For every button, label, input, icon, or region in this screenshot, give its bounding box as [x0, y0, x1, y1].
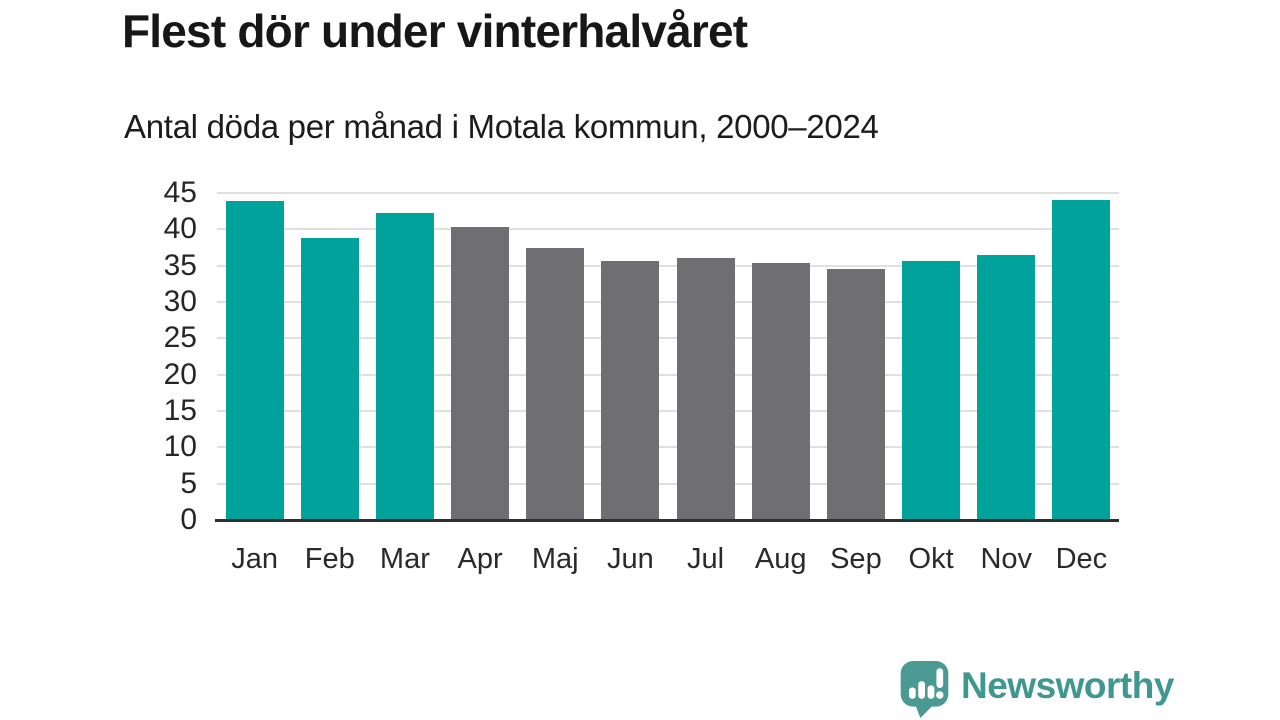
x-tick-label-maj: Maj: [531, 543, 579, 575]
x-tick-label-jan: Jan: [231, 543, 278, 575]
y-tick-label-0: 0: [180, 503, 197, 536]
chart-title: Flest dör under vinterhalvåret: [122, 5, 748, 57]
y-axis-labels: 0 5 10 15 20 25 30 35 40 45: [0, 176, 197, 536]
y-tick-label-35: 35: [163, 248, 197, 282]
y-tick-label-15: 15: [163, 394, 197, 427]
y-tick-label-20: 20: [163, 357, 197, 391]
chart-subtitle: Antal döda per månad i Motala kommun, 20…: [124, 108, 879, 145]
gridline-30: [217, 301, 1119, 303]
y-tick-label-30: 30: [163, 285, 197, 318]
x-tick-label-apr: Apr: [457, 543, 503, 575]
y-tick-label-25: 25: [163, 321, 197, 355]
y-tick-label-45: 45: [163, 176, 197, 209]
x-tick-label-jul: Jul: [687, 543, 725, 575]
gridline-15: [217, 410, 1119, 412]
bar-apr: [451, 227, 510, 520]
bar-sep: [826, 269, 885, 520]
gridline-10: [217, 446, 1119, 449]
bar-jun: [601, 261, 660, 520]
gridline-20: [217, 373, 1119, 376]
bar-jul: [676, 258, 735, 520]
y-tick-label-10: 10: [163, 430, 197, 464]
gridline-40: [217, 228, 1119, 231]
bar-nov: [977, 254, 1036, 520]
x-tick-label-okt: Okt: [908, 543, 954, 575]
gridline-5: [217, 482, 1119, 485]
bar-jan: [225, 201, 284, 520]
x-axis-line: [215, 519, 1119, 522]
x-tick-label-nov: Nov: [980, 543, 1033, 575]
x-tick-label-jun: Jun: [607, 543, 654, 575]
bar-aug: [751, 262, 810, 520]
x-tick-label-sep: Sep: [830, 543, 882, 575]
gridline-45: [217, 192, 1119, 194]
y-tick-label-40: 40: [163, 212, 197, 246]
x-axis-labels: Jan Feb Mar Apr Maj Jun Jul Aug Sep Okt Nov Dec: [217, 540, 1119, 580]
plot-area: [215, 192, 1119, 522]
bar-chart-speech-bubble-icon: [900, 661, 949, 718]
bar-dec: [1052, 199, 1111, 520]
newsworthy-logo: Newsworthy: [897, 660, 1174, 718]
x-tick-label-aug: Aug: [754, 543, 807, 575]
x-tick-label-mar: Mar: [379, 543, 430, 575]
x-tick-label-dec: Dec: [1055, 543, 1108, 575]
newsworthy-logo-text: Newsworthy: [961, 665, 1174, 706]
bar-maj: [526, 248, 585, 520]
bar-okt: [902, 260, 961, 520]
y-tick-label-5: 5: [180, 466, 197, 500]
bar-feb: [300, 238, 359, 520]
bar-mar: [375, 213, 434, 520]
x-tick-label-feb: Feb: [304, 543, 355, 575]
gridline-25: [217, 337, 1119, 340]
gridline-35: [217, 264, 1119, 267]
